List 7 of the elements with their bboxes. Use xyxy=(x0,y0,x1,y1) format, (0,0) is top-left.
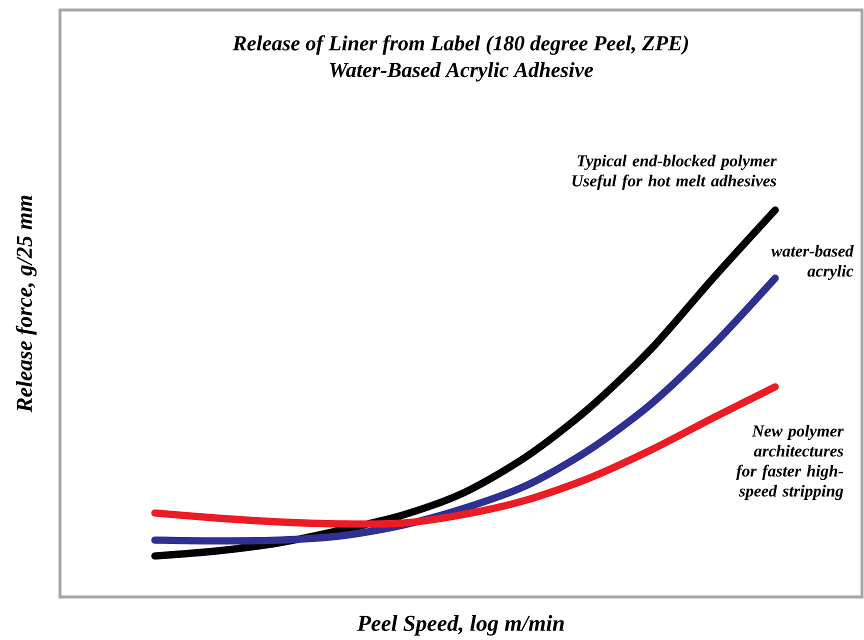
x-axis-title: Peel Speed, log m/min xyxy=(357,615,564,636)
series-label: New polymer architectures for faster high-speed stripping xyxy=(736,424,844,500)
chart-title: Release of Liner from Label (180 degree Peel, ZPE) xyxy=(232,35,688,55)
series-label: water-based acrylic xyxy=(771,244,854,280)
chart-subtitle: Water-Based Acrylic Adhesive xyxy=(330,62,594,82)
series-label: Typical end-blocked polymer Useful for hot melt adhesives xyxy=(572,154,777,190)
y-axis-title: Release force, g/25 mm xyxy=(16,196,37,412)
